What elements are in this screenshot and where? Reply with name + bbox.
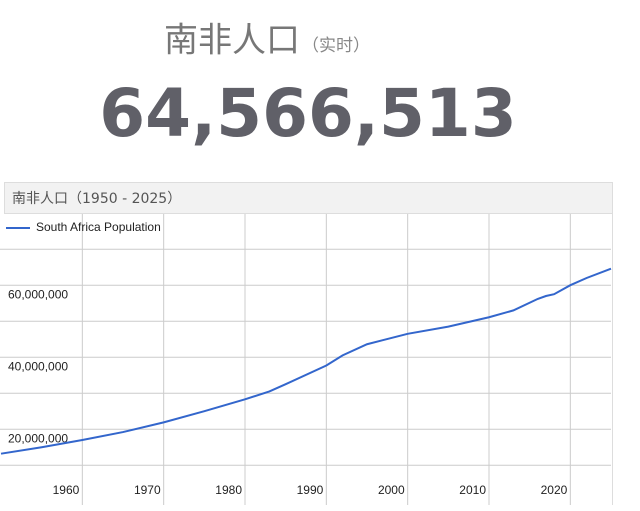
y-tick-label: 40,000,000 <box>8 359 68 373</box>
y-tick-label: 60,000,000 <box>8 287 68 301</box>
x-tick-label: 2020 <box>541 483 568 497</box>
legend-label: South Africa Population <box>36 220 161 234</box>
series-line <box>0 267 612 455</box>
chart-title: 南非人口（1950 - 2025） <box>12 191 181 207</box>
x-tick-label: 1990 <box>297 483 324 497</box>
x-tick-label: 1970 <box>134 483 161 497</box>
x-tick-label: 2010 <box>459 483 486 497</box>
chart-header <box>4 182 613 214</box>
page-title: 南非人口 <box>164 21 300 61</box>
population-counter: 64,566,513 <box>99 75 517 152</box>
y-tick-label: 20,000,000 <box>8 431 68 445</box>
x-tick-label: 1980 <box>215 483 242 497</box>
x-tick-label: 2000 <box>378 483 405 497</box>
page-subtitle: （实时） <box>302 36 370 56</box>
x-tick-label: 1960 <box>53 483 80 497</box>
